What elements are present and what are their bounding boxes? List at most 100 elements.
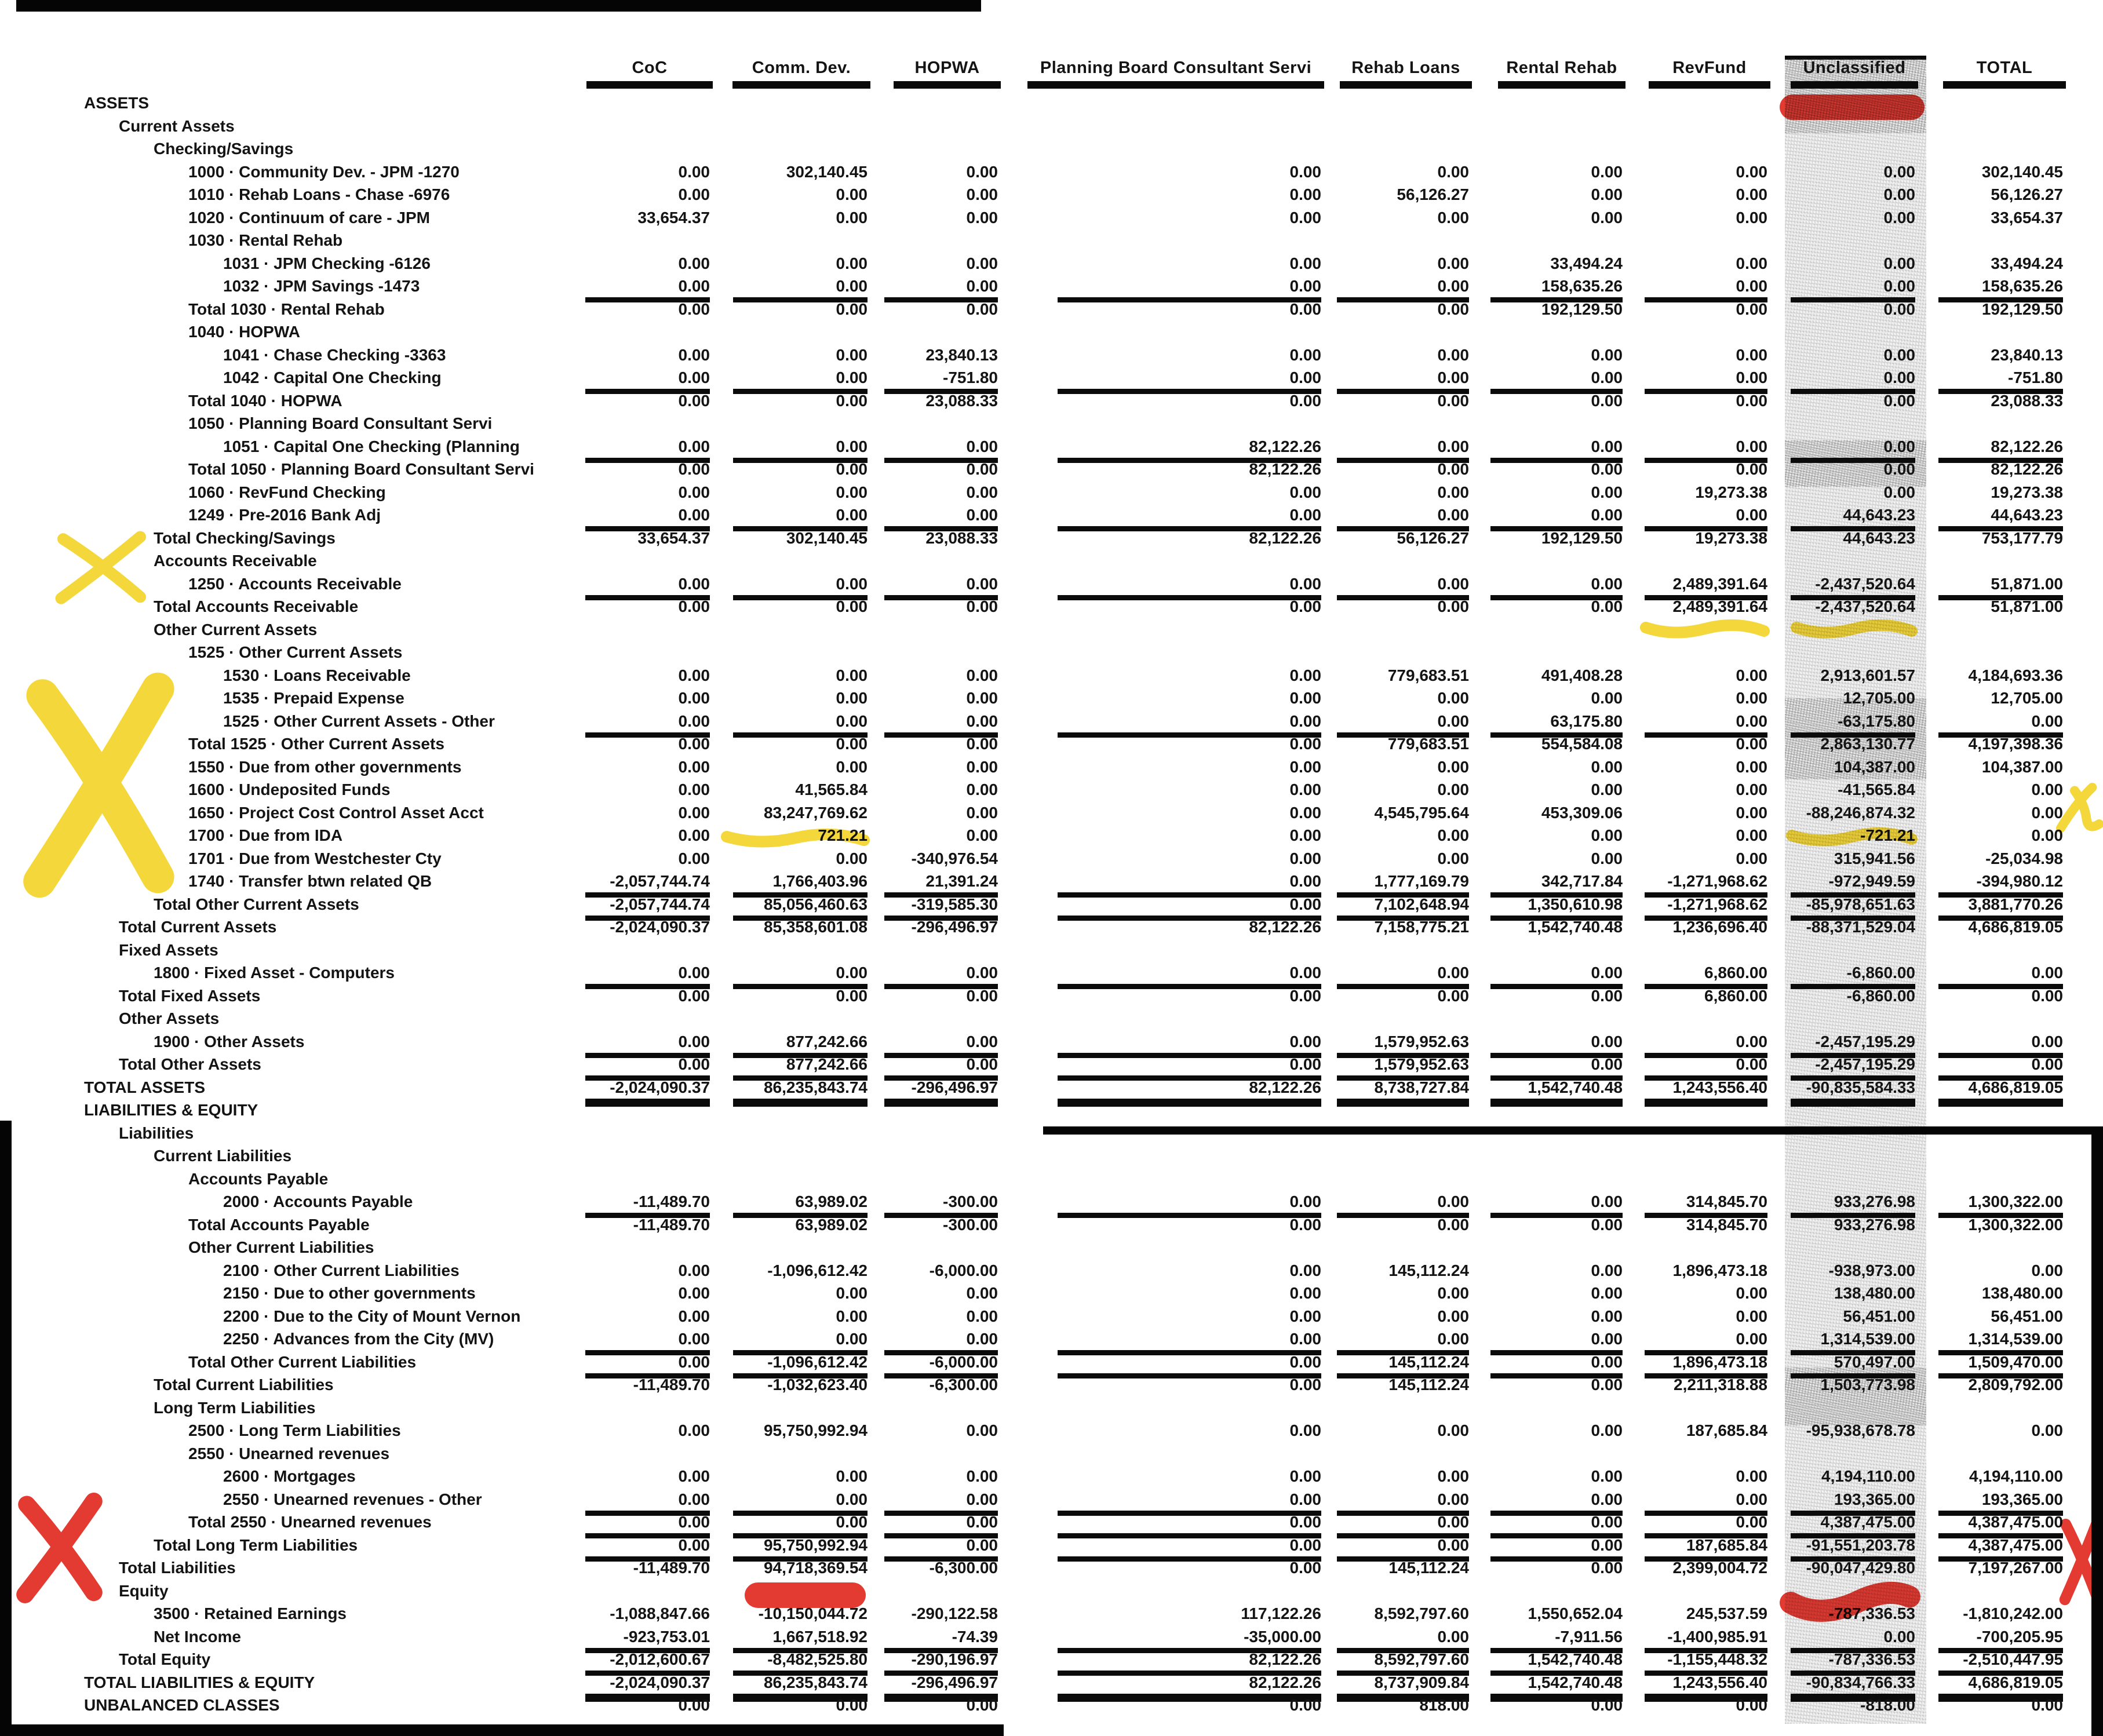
speckle-patch xyxy=(1785,440,1926,487)
table-row-total-liabilities: Total Liabilities -11,489.70 94,718,369.54… xyxy=(0,1556,2103,1580)
cell-commdev: 0.00 xyxy=(733,366,868,394)
table-row-total-fixed: Total Fixed Assets 0.00 0.00 0.00 0.00 0.00 0.… xyxy=(0,984,2103,1008)
row-label: 1530 · Loans Receivable xyxy=(223,666,411,684)
cell-revfund: 314,845.70 xyxy=(1645,1190,1767,1218)
cell-revfund: 0.00 xyxy=(1736,460,1768,478)
cell-total: 0.00 xyxy=(2031,1421,2064,1439)
table-row-r1650: 1650 · Project Cost Control Asset Acct 0.… xyxy=(0,801,2103,825)
row-label: LIABILITIES & EQUITY xyxy=(84,1101,258,1119)
cell-planning: 0.00 xyxy=(1058,961,1321,989)
cell-rehab: 0.00 xyxy=(1437,1284,1470,1302)
cell-planning: 0.00 xyxy=(1289,345,1322,364)
cell-unclass: 0.00 xyxy=(1791,435,1915,463)
cell-hopwa: 0.00 xyxy=(966,735,998,753)
cell-rehab: 0.00 xyxy=(1437,1421,1470,1439)
cell-revfund: 2,489,391.64 xyxy=(1645,572,1767,600)
cell-coc: 0.00 xyxy=(678,254,710,272)
cell-rehab: 0.00 xyxy=(1337,572,1469,600)
cell-revfund: 0.00 xyxy=(1736,781,1768,798)
cell-hopwa: 23,840.13 xyxy=(925,345,998,364)
cell-total: 4,686,819.05 xyxy=(1938,1671,2063,1702)
cell-rehab: 0.00 xyxy=(1437,1215,1470,1234)
column-header-unclass: Unclassified xyxy=(1791,57,1918,89)
row-label: 1249 · Pre-2016 Bank Adj xyxy=(188,506,381,524)
cell-coc: 0.00 xyxy=(678,781,710,798)
cell-rehab: 1,579,952.63 xyxy=(1337,1053,1469,1081)
cell-planning: 0.00 xyxy=(1289,757,1322,776)
cell-unclass: -2,457,195.29 xyxy=(1791,1053,1915,1081)
cell-planning: 0.00 xyxy=(1289,1215,1322,1234)
cell-revfund: 0.00 xyxy=(1645,1511,1767,1538)
cell-revfund: 1,243,556.40 xyxy=(1645,1671,1767,1702)
cell-coc: 0.00 xyxy=(678,666,710,684)
column-header-hopwa: HOPWA xyxy=(894,57,1001,89)
cell-coc: 0.00 xyxy=(585,1534,710,1562)
cell-revfund: 187,685.84 xyxy=(1645,1534,1767,1562)
row-label: Long Term Liabilities xyxy=(154,1398,316,1417)
cell-commdev: 1,667,518.92 xyxy=(733,1625,868,1653)
cell-rental: 0.00 xyxy=(1490,504,1623,531)
table-row-total-1030: Total 1030 · Rental Rehab 0.00 0.00 0.00 0.0… xyxy=(0,298,2103,321)
cell-hopwa: 0.00 xyxy=(966,1421,998,1439)
cell-revfund: 0.00 xyxy=(1736,345,1768,364)
row-label: Other Current Liabilities xyxy=(188,1238,374,1256)
cell-coc: -1,088,847.66 xyxy=(610,1604,710,1622)
cell-commdev: 0.00 xyxy=(836,1696,868,1714)
cell-commdev: 0.00 xyxy=(836,300,868,318)
row-label: 3500 · Retained Earnings xyxy=(154,1604,347,1622)
cell-commdev: 0.00 xyxy=(733,1488,868,1516)
cell-coc: 0.00 xyxy=(678,300,710,318)
cell-rental: 0.00 xyxy=(1490,1351,1623,1378)
cell-commdev: 95,750,992.94 xyxy=(763,1421,868,1439)
cell-rehab: 0.00 xyxy=(1437,826,1470,844)
row-label: 1525 · Other Current Assets - Other xyxy=(223,712,495,730)
cell-hopwa: 0.00 xyxy=(966,757,998,776)
cell-revfund: 0.00 xyxy=(1736,208,1768,227)
table-row-total-ap: Total Accounts Payable -11,489.70 63,989.0… xyxy=(0,1213,2103,1237)
table-row-ocl-header: Other Current Liabilities xyxy=(0,1236,2103,1259)
cell-planning: 0.00 xyxy=(1289,986,1322,1005)
cell-rehab: 8,737,909.84 xyxy=(1337,1671,1469,1702)
cell-commdev: 95,750,992.94 xyxy=(733,1534,868,1562)
cell-rental: 0.00 xyxy=(1591,757,1623,776)
cell-revfund: 0.00 xyxy=(1645,275,1767,302)
cell-rental: 158,635.26 xyxy=(1490,275,1623,302)
cell-planning: 0.00 xyxy=(1289,666,1322,684)
cell-hopwa: 0.00 xyxy=(884,1511,998,1538)
cell-rental: -7,911.56 xyxy=(1490,1625,1623,1653)
cell-revfund: 6,860.00 xyxy=(1645,961,1767,989)
cell-unclass: 2,863,130.77 xyxy=(1820,735,1916,753)
cell-coc: 0.00 xyxy=(678,986,710,1005)
table-row-r1060: 1060 · RevFund Checking 0.00 0.00 0.00 0.00 0… xyxy=(0,481,2103,504)
cell-planning: 0.00 xyxy=(1289,1261,1322,1279)
cell-rental: 491,408.28 xyxy=(1541,666,1623,684)
cell-rental: 0.00 xyxy=(1490,961,1623,989)
cell-hopwa: -290,196.97 xyxy=(884,1648,998,1676)
cell-hopwa: 0.00 xyxy=(966,254,998,272)
cell-commdev: 86,235,843.74 xyxy=(733,1671,868,1702)
cell-planning: 0.00 xyxy=(1289,254,1322,272)
cell-rental: 0.00 xyxy=(1591,391,1623,410)
cell-hopwa: 0.00 xyxy=(966,483,998,501)
cell-total: 0.00 xyxy=(1938,1053,2063,1081)
row-label: Total Liabilities xyxy=(119,1559,236,1577)
cell-rental: 0.00 xyxy=(1591,689,1623,707)
cell-unclass: 44,643.23 xyxy=(1843,528,1915,547)
cell-revfund: 0.00 xyxy=(1645,1327,1767,1355)
cell-coc: 0.00 xyxy=(678,735,710,753)
cell-hopwa: 0.00 xyxy=(966,689,998,707)
cell-planning: 0.00 xyxy=(1289,1284,1322,1302)
table-row-total-ltl: Total Long Term Liabilities 0.00 95,750,99… xyxy=(0,1534,2103,1562)
table-row-checking-savings: Checking/Savings xyxy=(0,137,2103,161)
cell-total: 1,300,322.00 xyxy=(1968,1215,2064,1234)
cell-total: 1,300,322.00 xyxy=(1938,1190,2063,1218)
cell-unclass: -818.00 xyxy=(1860,1696,1915,1714)
row-label: TOTAL LIABILITIES & EQUITY xyxy=(84,1673,315,1691)
cell-coc: 0.00 xyxy=(678,162,710,181)
cell-planning: 0.00 xyxy=(1058,572,1321,600)
cell-hopwa: 0.00 xyxy=(966,300,998,318)
row-label: 2150 · Due to other governments xyxy=(223,1284,476,1302)
row-label: 2500 · Long Term Liabilities xyxy=(188,1421,401,1439)
cell-commdev: 83,247,769.62 xyxy=(763,803,868,822)
cell-commdev: 86,235,843.74 xyxy=(733,1076,868,1107)
